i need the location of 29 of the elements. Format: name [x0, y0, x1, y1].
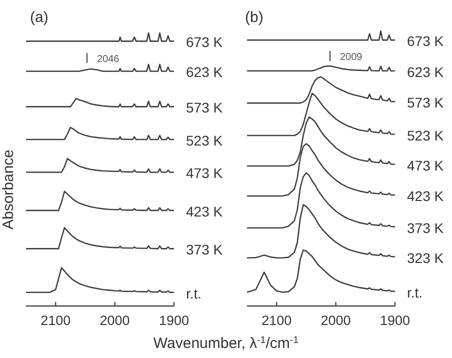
chart-title: (a) [30, 9, 48, 26]
x-tick-label: 2100 [262, 313, 292, 328]
x-tick-label: 2100 [40, 313, 71, 328]
annotation: 2046 [97, 54, 120, 65]
series-label: 573 K [186, 100, 224, 116]
x-tick-label: 2000 [100, 313, 130, 328]
x-axis-title: Wavenumber, λ$^{-1}$/cm$^{-1}$ [153, 334, 299, 352]
series-label: 373 K [407, 220, 444, 236]
annotation: 2009 [340, 52, 363, 63]
x-tick-label: 1900 [380, 313, 410, 328]
series-label: 423 K [407, 188, 444, 204]
series-label: 423 K [186, 203, 224, 220]
series-label: 623 K [407, 64, 444, 80]
series-label: r.t. [407, 284, 423, 300]
series-label: r.t. [186, 285, 202, 302]
series-label: 473 K [186, 165, 224, 182]
series-label: 323 K [407, 250, 444, 266]
x-tick-label: 1900 [158, 313, 190, 328]
chart-title: (b) [245, 9, 264, 26]
series-label: 673 K [407, 33, 444, 50]
series-label: 673 K [186, 34, 224, 50]
series-label: 373 K [186, 242, 224, 258]
x-tick-label: 2000 [320, 313, 351, 328]
series-label: 473 K [407, 157, 444, 174]
series-label: 523 K [407, 127, 444, 144]
series-label: 523 K [186, 132, 224, 148]
series-label: 573 K [407, 94, 444, 111]
series-label: 623 K [186, 64, 224, 80]
y-axis-title: Absorbance [0, 149, 17, 230]
